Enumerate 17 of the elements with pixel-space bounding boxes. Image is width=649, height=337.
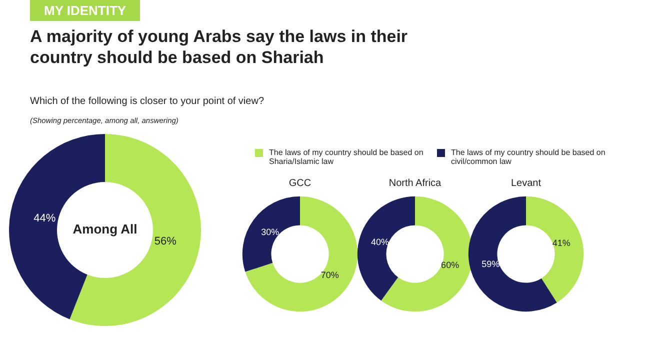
text: Among All: [72, 222, 138, 237]
data-label: 70%: [320, 270, 339, 280]
text: A majority of young Arabs say the laws in their country should be based on Shariah: [30, 26, 409, 68]
data-label: 44%: [34, 212, 56, 225]
data-label: 40%: [370, 237, 389, 248]
chart-title: Levant: [510, 178, 542, 191]
chart-title: North Africa: [388, 178, 442, 191]
data-label: 60%: [441, 260, 460, 270]
data-label: 41%: [552, 238, 570, 248]
legend-label: The laws of my country should be based on Sharia/Islamic law: [269, 148, 424, 166]
chart-title: GCC: [288, 178, 312, 191]
text: Which of the following is closer to your point of view?: [30, 96, 264, 107]
text: MY IDENTITY: [30, 0, 140, 21]
legend-label: The laws of my country should be based on civil/common law: [451, 148, 606, 166]
data-label: 56%: [154, 236, 177, 248]
data-label: 59%: [482, 258, 500, 269]
data-label: 30%: [261, 226, 280, 237]
